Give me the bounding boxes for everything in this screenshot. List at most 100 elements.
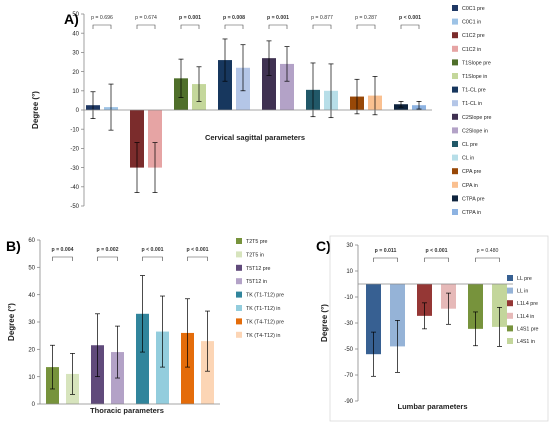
legend-swatch: [452, 73, 458, 79]
panel-label: C): [316, 238, 331, 254]
y-tick-label: -40: [70, 185, 79, 191]
y-tick-label: 0: [32, 402, 36, 408]
p-value-label: p < 0.001: [186, 247, 208, 253]
significance-bracket: [224, 24, 244, 29]
y-tick-label: 50: [28, 266, 35, 272]
legend-item: T5T12 in: [246, 279, 267, 285]
y-axis-label: Degree (°): [320, 304, 329, 342]
legend-swatch: [452, 113, 458, 120]
p-value-label: p = 0.696: [91, 15, 113, 21]
legend-item: TK (T4-T12) in: [246, 333, 280, 339]
bar-t1-cl-pre: [218, 60, 232, 110]
p-value-label: p = 0.480: [477, 248, 499, 254]
legend-swatch: [236, 305, 242, 311]
legend-item: L1L4 pre: [517, 301, 538, 307]
y-tick-label: -30: [70, 166, 79, 172]
legend-item: T5T12 pre: [246, 266, 270, 272]
y-tick-label: 20: [28, 348, 35, 354]
legend-item: T1Slope pre: [462, 60, 491, 66]
legend-item: T2T5 in: [246, 252, 264, 258]
p-value-label: p = 0.008: [223, 15, 245, 21]
legend-item: LL pre: [517, 276, 532, 282]
legend-swatch: [236, 331, 242, 338]
legend-swatch: [236, 264, 242, 271]
bar-l1l4-pre: [417, 284, 432, 316]
legend-item: C1C2 in: [462, 47, 481, 53]
legend-swatch: [452, 195, 458, 202]
y-tick-label: 0: [76, 108, 80, 114]
significance-bracket: [52, 256, 73, 261]
legend-item: L4S1 in: [517, 339, 535, 345]
bar-tk-t4-t12-in: [201, 341, 214, 404]
legend-swatch: [452, 100, 458, 107]
significance-bracket: [373, 257, 398, 262]
y-tick-label: -70: [344, 373, 353, 379]
y-tick-label: -50: [70, 204, 79, 210]
y-tick-label: -20: [70, 147, 79, 153]
y-tick-label: -50: [344, 347, 353, 353]
legend-item: C2Slope in: [462, 128, 488, 134]
legend-item: L1L4 in: [517, 314, 534, 320]
y-tick-label: 10: [346, 269, 353, 275]
legend-item: LL in: [517, 289, 528, 295]
y-tick-label: 30: [72, 51, 79, 57]
x-axis-label: Lumbar parameters: [397, 402, 467, 411]
p-value-label: p = 0.877: [311, 15, 333, 21]
legend-item: TK (T1-T12) pre: [246, 293, 284, 299]
legend-item: T1Slope in: [462, 74, 487, 80]
p-value-label: p = 0.001: [179, 15, 201, 21]
y-axis-label: Degree (°): [31, 91, 40, 129]
significance-bracket: [136, 24, 156, 29]
panel-frame-c: [329, 235, 549, 422]
bar-c1c2-pre: [130, 110, 144, 168]
legend-swatch: [507, 325, 513, 332]
legend-swatch: [507, 287, 513, 294]
bar-c2slope-in: [280, 63, 294, 110]
p-value-label: p = 0.287: [355, 15, 377, 21]
legend-swatch: [452, 127, 458, 134]
y-tick-label: 20: [72, 70, 79, 76]
p-value-label: p = 0.002: [96, 247, 118, 253]
legend-item: T1-CL pre: [462, 88, 486, 94]
legend-swatch: [452, 45, 458, 52]
legend-swatch: [236, 238, 242, 244]
significance-bracket: [312, 24, 332, 29]
legend-item: T2T5 pre: [246, 239, 268, 245]
legend-swatch: [452, 209, 458, 215]
bar-c2slope-pre: [262, 58, 276, 110]
significance-bracket: [400, 24, 420, 29]
panel-label: A): [64, 11, 79, 27]
y-tick-label: 40: [28, 293, 35, 299]
y-tick-label: 10: [28, 375, 35, 381]
y-tick-label: 40: [72, 31, 79, 37]
y-tick-label: -90: [344, 399, 353, 405]
bar-c1c2-in: [148, 110, 162, 168]
legend-swatch: [452, 141, 458, 147]
legend-swatch: [507, 300, 513, 307]
legend-item: CPA pre: [462, 169, 481, 175]
bar-ll-in: [390, 284, 405, 347]
y-tick-label: 50: [72, 12, 79, 18]
legend-swatch: [452, 168, 458, 175]
y-tick-label: 10: [72, 89, 79, 95]
panel-label: B): [6, 238, 21, 254]
bar-tk-t1-t12-in: [156, 331, 169, 404]
bar-l4s1-pre: [468, 284, 483, 329]
legend-swatch: [507, 275, 513, 281]
significance-bracket: [424, 257, 449, 262]
significance-bracket: [268, 24, 288, 29]
legend-item: T1-CL in: [462, 101, 482, 107]
significance-bracket: [97, 256, 118, 261]
x-axis-label: Cervical sagittal parameters: [205, 133, 305, 142]
legend-item: CTPA in: [462, 210, 481, 216]
p-value-label: p < 0.001: [141, 247, 163, 253]
y-tick-label: 30: [346, 243, 353, 249]
y-tick-label: 60: [28, 238, 35, 244]
bar-tk-t4-t12-pre: [181, 332, 194, 404]
legend-item: CPA in: [462, 183, 478, 189]
legend-item: CL pre: [462, 142, 478, 148]
significance-bracket: [475, 257, 500, 262]
bar-ll-pre: [366, 284, 381, 355]
legend-item: CL in: [462, 156, 474, 162]
